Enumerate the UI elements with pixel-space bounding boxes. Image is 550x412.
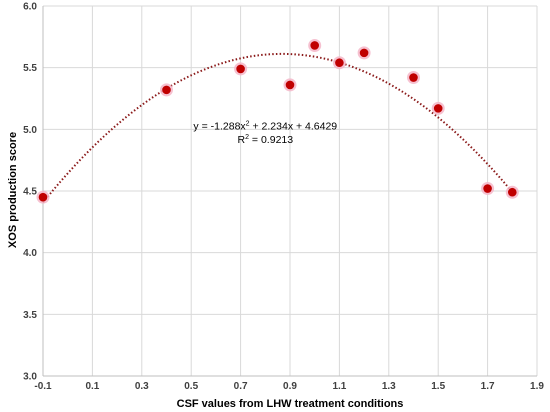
y-tick-label: 3.5 <box>23 310 37 321</box>
data-point <box>310 41 320 50</box>
y-tick-label: 4.0 <box>23 248 37 259</box>
x-tick-label: 1.9 <box>530 381 544 392</box>
data-point <box>335 58 344 68</box>
y-tick-labels: 3.0 3.5 4.0 4.5 5.0 5.5 6.0 <box>23 2 37 383</box>
y-axis-title: XOS production score <box>7 132 19 248</box>
equation-suffix: + 2.234x + 4.6429 <box>250 120 338 132</box>
x-tick-label: -0.1 <box>34 381 52 392</box>
x-tick-label: 1.7 <box>481 381 495 392</box>
x-tick-labels: -0.1 0.1 0.3 0.5 0.7 0.9 1.1 1.3 1.5 1.7 1.9 <box>34 381 544 392</box>
x-tick-label: 0.3 <box>135 381 149 392</box>
r-squared-label: R2 = 0.9213 <box>238 134 294 146</box>
data-point <box>409 73 418 82</box>
data-point <box>359 48 369 58</box>
grid <box>42 5 538 377</box>
data-point <box>483 184 492 193</box>
x-tick-label: 0.7 <box>234 381 248 392</box>
x-tick-label: 1.5 <box>431 381 445 392</box>
y-tick-label: 4.5 <box>23 187 37 198</box>
y-tick-label: 5.5 <box>23 63 37 74</box>
equation-exponent: 2 <box>246 120 250 127</box>
r2-suffix: = 0.9213 <box>249 134 293 146</box>
r2-exponent: 2 <box>245 134 249 141</box>
y-tick-label: 3.0 <box>23 372 37 383</box>
data-points <box>36 38 519 204</box>
r2-prefix: R <box>238 134 246 146</box>
x-axis-title: CSF values from LHW treatment conditions <box>177 398 404 410</box>
equation-prefix: y = -1.288x <box>193 120 246 132</box>
y-tick-label: 5.0 <box>23 125 37 136</box>
data-point <box>236 64 245 74</box>
data-point <box>433 104 443 113</box>
x-tick-label: 0.5 <box>184 381 198 392</box>
data-point <box>162 85 171 95</box>
x-tick-label: 0.9 <box>283 381 297 392</box>
data-point <box>508 187 517 197</box>
x-tick-label: 0.1 <box>85 381 99 392</box>
x-tick-label: 1.3 <box>382 381 396 392</box>
data-point <box>38 192 48 202</box>
data-point <box>285 80 295 90</box>
trendline-equation: y = -1.288x2 + 2.234x + 4.6429 <box>193 120 337 132</box>
x-tick-label: 1.1 <box>332 381 346 392</box>
y-tick-label: 6.0 <box>23 2 37 13</box>
